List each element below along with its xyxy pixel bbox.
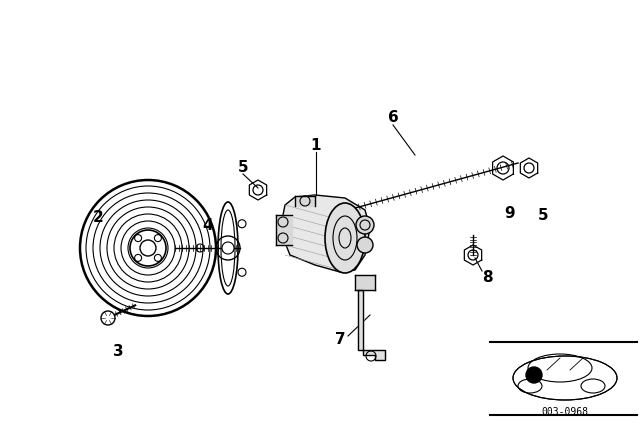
Text: 6: 6 (388, 111, 398, 125)
Circle shape (101, 311, 115, 325)
Polygon shape (358, 290, 385, 360)
Circle shape (222, 242, 234, 254)
Circle shape (526, 367, 542, 383)
Circle shape (140, 240, 156, 256)
Text: 3: 3 (113, 345, 124, 359)
Polygon shape (355, 275, 375, 290)
Polygon shape (276, 215, 292, 245)
Polygon shape (280, 195, 370, 272)
Text: 7: 7 (335, 332, 346, 348)
Text: 2: 2 (93, 211, 104, 225)
Text: 1: 1 (311, 138, 321, 152)
Text: 5: 5 (538, 207, 548, 223)
Text: 5: 5 (237, 160, 248, 176)
Polygon shape (295, 196, 315, 206)
Circle shape (357, 237, 373, 253)
Text: 003-0968: 003-0968 (541, 407, 589, 417)
Text: 4: 4 (203, 217, 213, 233)
Ellipse shape (325, 203, 365, 273)
Circle shape (356, 216, 374, 234)
Text: 8: 8 (482, 271, 492, 285)
Text: 9: 9 (505, 206, 515, 220)
